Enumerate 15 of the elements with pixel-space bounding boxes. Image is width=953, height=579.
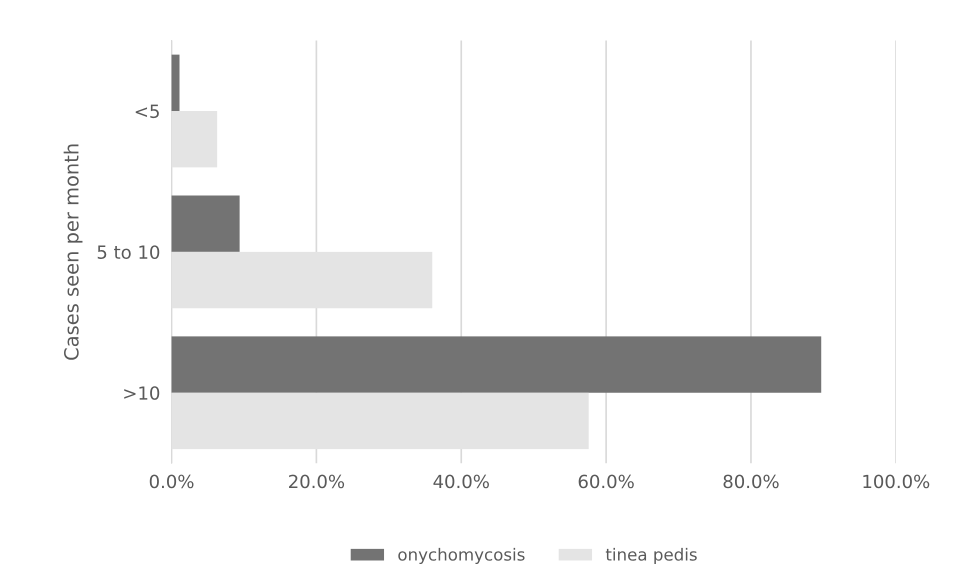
x-tick-label: 100.0% (863, 474, 930, 488)
bar (172, 54, 180, 111)
bar (172, 336, 822, 393)
y-tick-label: >10 (124, 386, 160, 400)
legend-label: tinea pedis (606, 548, 697, 564)
y-tick-label: 5 to 10 (98, 245, 160, 259)
legend-label: onychomycosis (398, 548, 525, 564)
x-tick-label: 20.0% (289, 474, 344, 488)
y-tick-label: <5 (136, 104, 159, 118)
bar (172, 196, 240, 252)
x-tick-label: 60.0% (578, 474, 634, 488)
y-axis-title: Cases seen per month (64, 144, 82, 360)
x-tick-label: 80.0% (724, 474, 779, 488)
x-tick-label: 40.0% (433, 474, 489, 488)
x-tick-label: 0.0% (150, 474, 194, 488)
